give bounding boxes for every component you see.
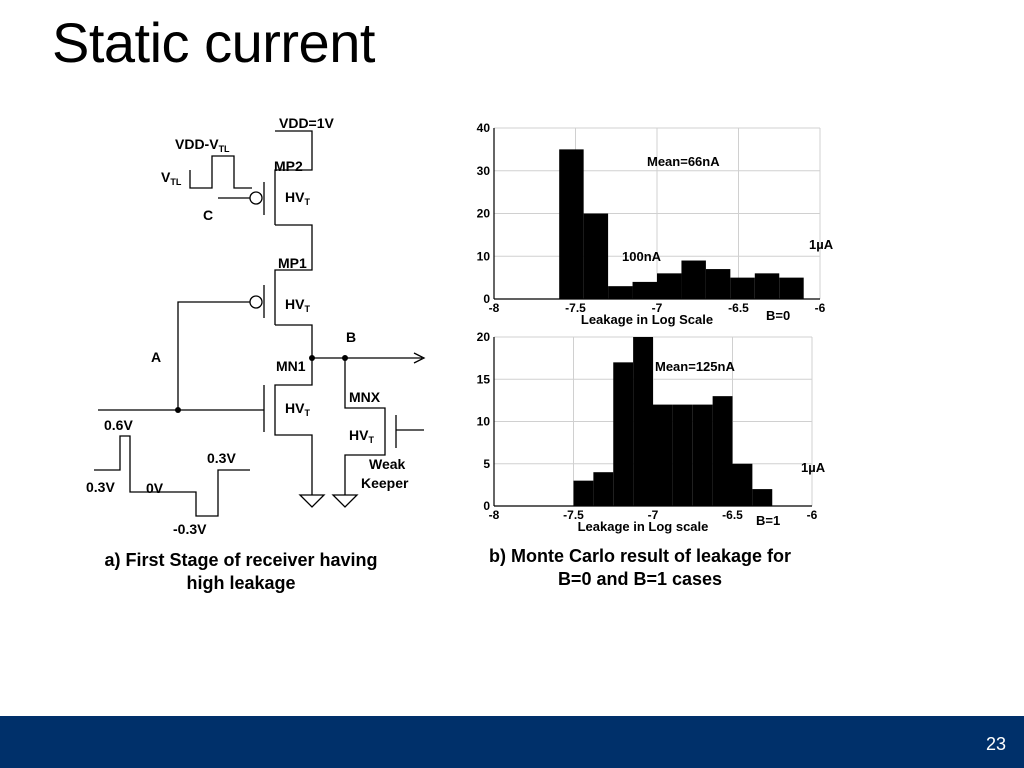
- vtl-label: VTL: [161, 169, 182, 187]
- x-tick-label: -8: [489, 508, 500, 522]
- x-tick-label: -7.5: [565, 301, 586, 315]
- histogram-bar: [730, 277, 755, 299]
- y-tick-label: 10: [477, 249, 491, 263]
- x-axis-label: Leakage in Log scale: [578, 519, 709, 534]
- histogram-1: -8 -7.5 -7 -6.5 -6 0 10 20 30 40 Leakage in Log Sc…: [477, 121, 834, 327]
- vdd-label: VDD=1V: [279, 115, 334, 131]
- y-tick-label: 15: [477, 372, 491, 386]
- x-tick-label: -7.5: [563, 508, 584, 522]
- histogram-bar: [657, 273, 682, 299]
- histogram-bar: [705, 269, 731, 299]
- page-number: 23: [985, 734, 1006, 754]
- annotation-low: 100nA: [622, 249, 662, 264]
- annotation-case: B=0: [766, 308, 790, 323]
- histogram-bar: [653, 404, 673, 506]
- histogram-bar: [613, 362, 634, 506]
- histogram-2: -8 -7.5 -7 -6.5 -6 0 5 10 15 20 Leakage in Log sca…: [477, 330, 826, 534]
- histogram-bar: [732, 463, 753, 506]
- mp2-hvt-label: HVT: [285, 189, 310, 207]
- x-tick-label: -6: [815, 301, 826, 315]
- mn1-label: MN1: [276, 358, 306, 374]
- x-axis-label: Leakage in Log Scale: [581, 312, 713, 327]
- weak-keeper-line1: Weak: [369, 456, 406, 472]
- annotation-case: B=1: [756, 513, 780, 528]
- histogram-caption: b) Monte Carlo result of leakage for B=0…: [488, 546, 792, 589]
- x-tick-label: -6: [807, 508, 818, 522]
- y-tick-label: 30: [477, 164, 491, 178]
- histogram-bar: [593, 472, 614, 506]
- annotation-mean: Mean=66nA: [647, 154, 720, 169]
- histogram-bar: [633, 337, 653, 506]
- histogram-bar: [672, 404, 693, 506]
- mnx-hvt-label: HVT: [349, 427, 374, 445]
- annotation-high: 1µA: [801, 460, 826, 475]
- x-tick-label: -6.5: [728, 301, 749, 315]
- slide-title: Static current: [52, 11, 375, 74]
- weak-keeper-line2: Keeper: [361, 475, 409, 491]
- y-tick-label: 20: [477, 207, 491, 221]
- histogram-bar: [692, 404, 713, 506]
- mp1-label: MP1: [278, 255, 307, 271]
- histogram-bar: [583, 213, 609, 299]
- histogram-bar: [559, 149, 584, 299]
- histogram-bar: [754, 273, 780, 299]
- y-tick-label: 10: [477, 415, 491, 429]
- circuit-caption: a) First Stage of receiver having high l…: [104, 550, 378, 593]
- v03-left-label: 0.3V: [86, 479, 115, 495]
- x-tick-label: -7: [648, 508, 659, 522]
- histogram-bar: [779, 277, 804, 299]
- x-tick-label: -6.5: [722, 508, 743, 522]
- v0-label: 0V: [146, 480, 164, 496]
- annotation-mean: Mean=125nA: [655, 359, 735, 374]
- mn1-hvt-label: HVT: [285, 400, 310, 418]
- histogram-bar: [752, 489, 773, 506]
- mnx-label: MNX: [349, 389, 381, 405]
- histogram-bar: [573, 480, 594, 506]
- mp2-label: MP2: [274, 158, 303, 174]
- vneg03-label: -0.3V: [173, 521, 207, 537]
- histogram-bar: [712, 396, 733, 506]
- y-tick-label: 40: [477, 121, 491, 135]
- v06-label: 0.6V: [104, 417, 133, 433]
- node-b-label: B: [346, 329, 357, 345]
- footer-bar: 23: [0, 716, 1024, 768]
- histogram-bar: [632, 281, 657, 299]
- mp1-hvt-label: HVT: [285, 296, 310, 314]
- y-tick-label: 0: [483, 292, 490, 306]
- y-tick-label: 5: [483, 457, 490, 471]
- vdd-vtl-label: VDD-VTL: [175, 136, 230, 154]
- histogram-bar: [608, 286, 633, 299]
- node-a-label: A: [151, 349, 162, 365]
- v03-right-label: 0.3V: [207, 450, 236, 466]
- y-tick-label: 0: [483, 499, 490, 513]
- node-c-label: C: [203, 207, 214, 223]
- annotation-high: 1µA: [809, 237, 834, 252]
- x-tick-label: -7: [652, 301, 663, 315]
- x-tick-label: -8: [489, 301, 500, 315]
- y-tick-label: 20: [477, 330, 491, 344]
- histogram-bar: [681, 260, 706, 299]
